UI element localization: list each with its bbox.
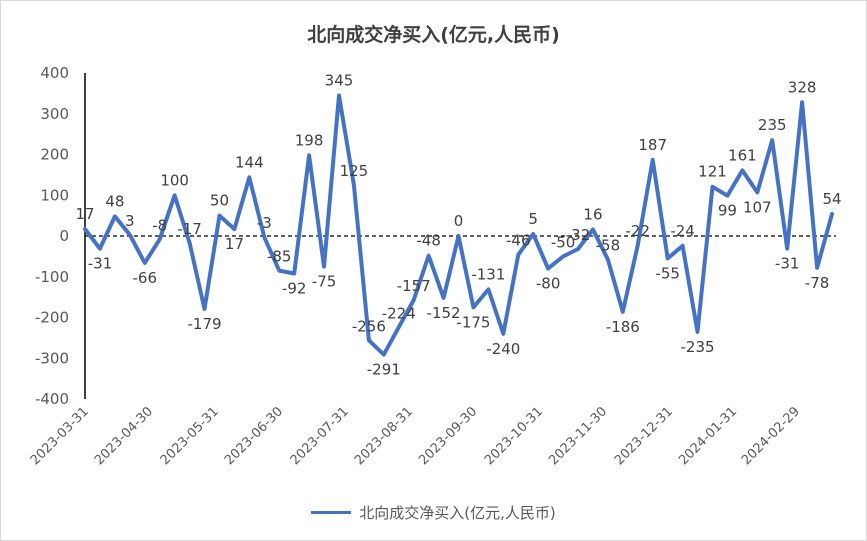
data-label: -66 xyxy=(133,269,158,287)
legend-swatch xyxy=(311,511,352,514)
y-tick-label: -200 xyxy=(35,309,69,327)
data-label: -78 xyxy=(805,274,830,292)
data-label-group: 17-31483-66-8100-17-1795017144-3-85-9219… xyxy=(75,71,841,378)
y-tick-label: -400 xyxy=(35,390,69,408)
data-label: -58 xyxy=(596,237,621,255)
x-tick-label: 2023-03-31 xyxy=(28,404,92,468)
data-label: -3 xyxy=(257,214,272,232)
data-label: 99 xyxy=(718,202,737,220)
data-label: -31 xyxy=(775,255,800,273)
data-label: -75 xyxy=(312,273,337,291)
data-label: 235 xyxy=(758,116,787,134)
y-tick-label: 100 xyxy=(40,186,69,204)
data-label: 144 xyxy=(235,153,264,171)
data-label: -224 xyxy=(382,304,416,322)
data-label: -157 xyxy=(397,277,431,295)
data-label: 0 xyxy=(454,212,464,230)
y-tick-label: 200 xyxy=(40,146,69,164)
y-tick-label: 0 xyxy=(59,227,69,245)
x-tick-label: 2023-12-31 xyxy=(612,404,676,468)
data-label: -85 xyxy=(267,248,292,266)
x-tick-label: 2023-10-31 xyxy=(482,404,546,468)
data-label: -291 xyxy=(367,361,401,379)
x-tick-label: 2023-11-30 xyxy=(546,404,610,468)
legend: 北向成交净买入(亿元,人民币) xyxy=(0,502,867,523)
x-tick-label: 2023-04-30 xyxy=(92,404,156,468)
series-line-group xyxy=(83,93,834,357)
y-axis: 400 300 200 100 0 -100 -200 -300 -400 xyxy=(35,64,86,408)
x-tick-label: 2023-06-30 xyxy=(222,404,286,468)
data-label: -17 xyxy=(177,220,202,238)
x-tick-label: 2023-09-30 xyxy=(416,404,480,468)
data-label: -31 xyxy=(88,255,113,273)
data-label: 17 xyxy=(225,235,244,253)
data-label: -22 xyxy=(626,222,651,240)
data-label: -92 xyxy=(282,279,307,297)
y-tick-label: 300 xyxy=(40,105,69,123)
data-label: -186 xyxy=(606,318,640,336)
data-label: 16 xyxy=(583,205,602,223)
x-tick-label: 2024-02-29 xyxy=(739,404,803,468)
data-label: 161 xyxy=(728,146,757,164)
x-tick-label: 2023-07-31 xyxy=(288,404,352,468)
data-label: 48 xyxy=(105,192,124,210)
data-label: 50 xyxy=(210,192,229,210)
data-label: 187 xyxy=(638,136,667,154)
y-tick-label: -300 xyxy=(35,349,69,367)
data-label: 121 xyxy=(698,163,727,181)
data-label: -131 xyxy=(471,265,505,283)
data-label: 345 xyxy=(325,71,354,89)
data-label: -80 xyxy=(536,275,561,293)
chart-title: 北向成交净买入(亿元,人民币) xyxy=(307,24,560,46)
data-label: -24 xyxy=(670,222,695,240)
data-label: 100 xyxy=(160,171,189,189)
data-label: -48 xyxy=(416,232,441,250)
legend-label: 北向成交净买入(亿元,人民币) xyxy=(359,504,556,522)
data-label: -179 xyxy=(187,315,221,333)
data-label: 125 xyxy=(340,162,369,180)
data-label: -32 xyxy=(566,226,591,244)
x-tick-label: 2024-01-31 xyxy=(676,404,740,468)
data-label: -256 xyxy=(352,317,386,335)
data-label: 328 xyxy=(788,78,817,96)
series-line xyxy=(83,93,834,357)
y-tick-label: 400 xyxy=(40,64,69,82)
x-tick-label: 2023-05-31 xyxy=(158,404,222,468)
data-label: -240 xyxy=(486,340,520,358)
x-tick-label: 2023-08-31 xyxy=(352,404,416,468)
data-label: 5 xyxy=(528,210,538,228)
data-label: -50 xyxy=(551,233,576,251)
data-label: -8 xyxy=(152,216,167,234)
data-label: -46 xyxy=(506,232,531,250)
data-label: -235 xyxy=(681,338,715,356)
data-label: 198 xyxy=(295,131,324,149)
data-label: -55 xyxy=(655,264,680,282)
data-label: 3 xyxy=(125,212,135,230)
data-label: 54 xyxy=(822,190,841,208)
data-label: -152 xyxy=(427,304,461,322)
data-label: 107 xyxy=(743,198,772,216)
data-label: -175 xyxy=(456,313,490,331)
data-label: 17 xyxy=(75,205,94,223)
y-tick-label: -100 xyxy=(35,268,69,286)
